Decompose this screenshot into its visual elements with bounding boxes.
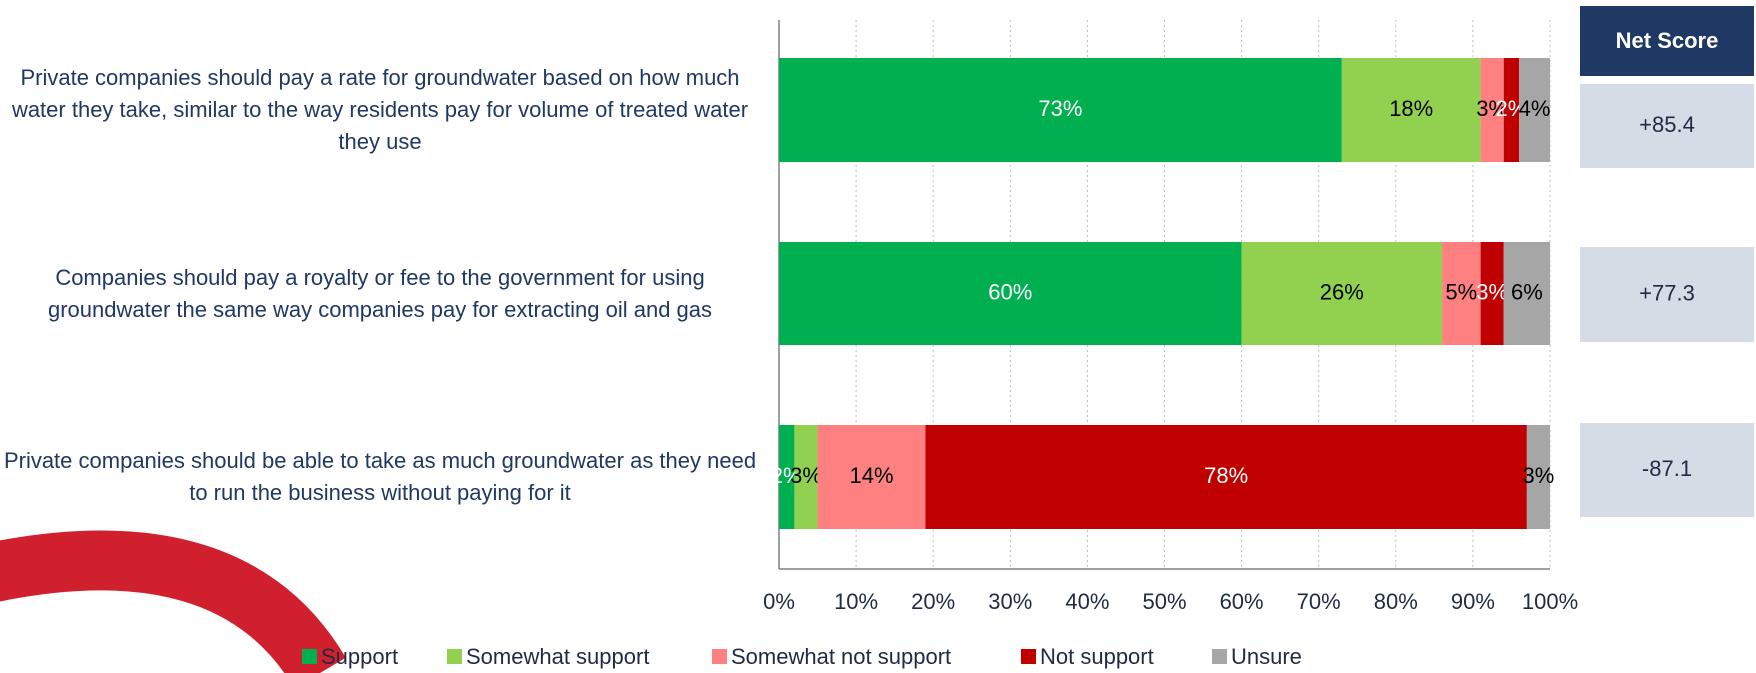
bar-segment [817, 425, 926, 529]
data-label: 3% [1476, 279, 1508, 304]
legend-swatch [1212, 649, 1227, 664]
data-label: 18% [1389, 96, 1433, 121]
net-score-value: +85.4 [1639, 112, 1695, 137]
data-label: 5% [1445, 279, 1477, 304]
x-tick-label: 60% [1220, 589, 1264, 614]
net-score-value: +77.3 [1639, 280, 1695, 305]
legend-label: Not support [1040, 644, 1154, 669]
legend-swatch [447, 649, 462, 664]
x-tick-label: 0% [763, 589, 795, 614]
net-score-box [1580, 423, 1754, 517]
bar-segment [794, 425, 818, 529]
category-label: Companies should pay a royalty or fee to… [47, 264, 713, 322]
legend-label: Support [321, 644, 398, 669]
data-label: 6% [1511, 279, 1543, 304]
bar-segment [1480, 58, 1504, 162]
net-score-title: Net Score [1616, 28, 1719, 53]
data-label: 4% [1519, 96, 1551, 121]
data-label: 14% [849, 463, 893, 488]
x-tick-label: 90% [1451, 589, 1495, 614]
legend-swatch [302, 649, 317, 664]
x-tick-label: 30% [988, 589, 1032, 614]
category-label-box: Companies should pay a royalty or fee to… [47, 264, 713, 322]
bar-segment [1526, 425, 1550, 529]
data-label: 78% [1204, 463, 1248, 488]
legend-label: Unsure [1231, 644, 1302, 669]
legend-swatch [712, 649, 727, 664]
x-tick-label: 20% [911, 589, 955, 614]
category-label-box: Private companies should be able to take… [3, 448, 757, 505]
bar-segment [1503, 58, 1520, 162]
x-tick-label: 40% [1065, 589, 1109, 614]
bar-segment [1480, 242, 1504, 345]
data-label: 73% [1038, 96, 1082, 121]
bar-segment [1519, 58, 1550, 162]
net-score-box [1580, 247, 1754, 342]
bar-segment [925, 425, 1527, 529]
legend-label: Somewhat not support [731, 644, 951, 669]
x-tick-label: 10% [834, 589, 878, 614]
bar-segment [1341, 58, 1481, 162]
bar-segment [1442, 242, 1481, 345]
category-label: Private companies should be able to take… [3, 448, 757, 505]
category-label-box: Private companies should pay a rate for … [11, 65, 749, 154]
category-label: Private companies should pay a rate for … [11, 65, 749, 154]
legend-swatch [1021, 649, 1036, 664]
data-label: 3% [790, 463, 822, 488]
data-label: 3% [1523, 463, 1555, 488]
net-score-value: -87.1 [1642, 456, 1692, 481]
bar-segment [779, 425, 795, 529]
decorative-swoosh [0, 530, 346, 673]
x-tick-label: 70% [1297, 589, 1341, 614]
bar-segment [1241, 242, 1443, 345]
x-tick-label: 100% [1522, 589, 1578, 614]
x-tick-label: 50% [1142, 589, 1186, 614]
data-label: 26% [1320, 279, 1364, 304]
bar-segment [779, 58, 1342, 162]
legend-label: Somewhat support [466, 644, 649, 669]
data-label: 3% [1476, 96, 1508, 121]
bar-segment [1503, 242, 1550, 345]
x-tick-label: 80% [1374, 589, 1418, 614]
data-label: 60% [988, 279, 1032, 304]
net-score-box [1580, 84, 1754, 168]
net-score-header [1580, 6, 1754, 76]
bar-segment [779, 242, 1242, 345]
